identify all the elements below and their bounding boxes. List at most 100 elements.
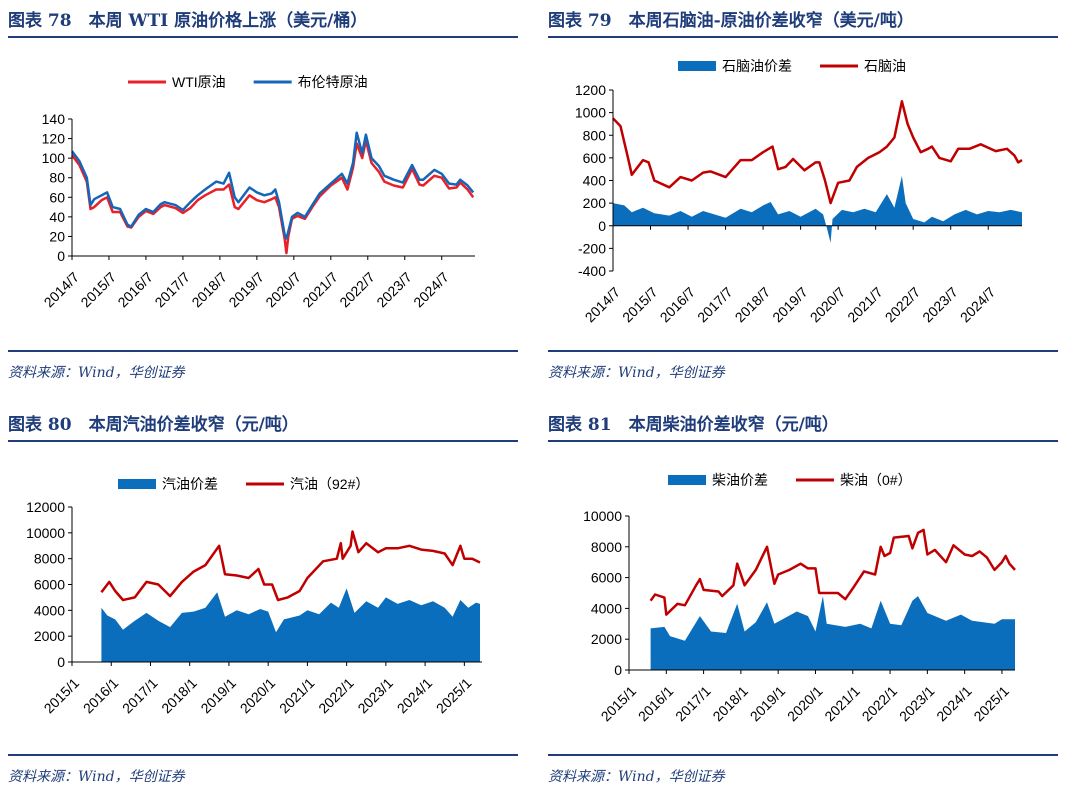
y-tick-label: 0 (57, 654, 65, 670)
title-rule (8, 440, 518, 442)
y-tick-label: 800 (583, 127, 607, 143)
legend-swatch-0 (668, 475, 706, 485)
y-tick-label: 4000 (591, 600, 622, 616)
y-tick-label: 1000 (575, 105, 606, 121)
x-tick-label: 2024/7 (410, 269, 452, 311)
series-line-0 (71, 139, 475, 255)
x-tick-label: 2015/1 (41, 675, 83, 717)
y-tick-label: 40 (49, 209, 65, 225)
x-tick-label: 2016/7 (114, 269, 156, 311)
y-tick-label: 200 (583, 195, 607, 211)
y-tick-label: 10000 (583, 508, 622, 524)
x-tick-label: 2023/7 (919, 284, 961, 326)
x-tick-label: 2021/7 (299, 269, 341, 311)
legend-label-1: 石脑油 (864, 58, 906, 74)
y-tick-label: -200 (578, 240, 606, 256)
panel-79: 图表 79 本周石脑油-原油价差收窄（美元/吨） 石脑油价差 石脑油 -400 -20… (548, 6, 1058, 386)
y-tick-label: 12000 (26, 499, 65, 515)
legend-label-0: 石脑油价差 (722, 58, 792, 74)
x-tick-label: 2017/1 (119, 675, 161, 717)
y-tick-label: 0 (598, 218, 606, 234)
y-tick-label: 0 (614, 662, 622, 678)
x-tick-label: 2015/7 (77, 269, 119, 311)
x-tick-label: 2016/7 (657, 284, 699, 326)
x-tick-label: 2018/1 (709, 683, 751, 725)
x-tick-label: 2017/7 (694, 284, 736, 326)
y-tick-label: 120 (42, 131, 66, 147)
y-tick-label: 80 (49, 170, 65, 186)
legend-label-0: WTI原油 (172, 74, 226, 90)
x-tick-label: 2024/1 (933, 683, 975, 725)
legend-label-1: 汽油（92#） (290, 476, 369, 492)
x-tick-label: 2019/7 (225, 269, 267, 311)
x-tick-label: 2016/1 (80, 675, 122, 717)
x-tick-label: 2021/1 (276, 675, 318, 717)
x-tick-label: 2017/1 (672, 683, 714, 725)
y-tick-label: 10000 (26, 525, 65, 541)
series-line-1 (612, 100, 1023, 205)
series-line-1 (649, 528, 1016, 616)
series-area-0 (101, 588, 481, 662)
source-note: 资料来源：Wind，华创证券 (548, 769, 725, 785)
x-tick-label: 2020/7 (262, 269, 304, 311)
x-tick-label: 2018/7 (732, 284, 774, 326)
x-tick-label: 2021/1 (821, 683, 863, 725)
x-tick-label: 2024/7 (957, 284, 999, 326)
x-tick-label: 2020/1 (237, 675, 279, 717)
y-tick-label: 400 (583, 173, 607, 189)
chart-wti-brent: WTI原油 布伦特原油 0 20 40 60 80 100 120 140 2014/72015/7… (41, 74, 475, 311)
x-tick-label: 2014/7 (41, 269, 83, 311)
y-tick-label: 100 (42, 150, 66, 166)
x-tick-label: 2017/7 (151, 269, 193, 311)
title-rule (8, 36, 518, 38)
x-tick-label: 2023/1 (354, 675, 396, 717)
x-tick-label: 2024/1 (394, 675, 436, 717)
y-tick-label: 20 (49, 228, 65, 244)
x-tick-label: 2020/7 (807, 284, 849, 326)
figure-title: 图表 81 本周柴油价差收窄（元/吨） (548, 415, 839, 435)
source-rule (8, 754, 518, 756)
y-tick-label: 60 (49, 189, 65, 205)
y-tick-label: -400 (578, 263, 606, 279)
legend-label-0: 汽油价差 (162, 476, 218, 492)
series-line-1 (71, 131, 475, 240)
y-tick-label: 6000 (591, 570, 622, 586)
y-tick-label: 8000 (34, 551, 65, 567)
figure-title: 图表 80 本周汽油价差收窄（元/吨） (8, 415, 299, 435)
legend-swatch-0 (118, 479, 156, 489)
x-tick-label: 2015/7 (619, 284, 661, 326)
source-note: 资料来源：Wind，华创证券 (548, 365, 725, 381)
x-tick-label: 2018/7 (188, 269, 230, 311)
title-rule (548, 36, 1058, 38)
x-tick-label: 2015/1 (598, 683, 640, 725)
figure-title: 图表 78 本周 WTI 原油价格上涨（美元/桶） (8, 11, 368, 31)
x-tick-label: 2018/1 (158, 675, 200, 717)
x-tick-label: 2022/1 (859, 683, 901, 725)
x-tick-label: 2014/7 (582, 284, 624, 326)
x-tick-label: 2022/7 (882, 284, 924, 326)
source-rule (548, 754, 1058, 756)
x-tick-label: 2021/7 (844, 284, 886, 326)
panel-78: 图表 78 本周 WTI 原油价格上涨（美元/桶） WTI原油 布伦特原油 0 20 4… (8, 6, 518, 386)
panel-81: 图表 81 本周柴油价差收窄（元/吨） 柴油价差 柴油（0#） 0 2000 4000 6… (548, 410, 1058, 790)
y-tick-label: 8000 (591, 539, 622, 555)
legend-label-1: 柴油（0#） (840, 472, 912, 488)
y-tick-label: 6000 (34, 577, 65, 593)
y-tick-label: 2000 (591, 631, 622, 647)
series-area-0 (613, 176, 1022, 243)
x-tick-label: 2023/1 (896, 683, 938, 725)
x-tick-label: 2019/1 (747, 683, 789, 725)
y-tick-label: 4000 (34, 602, 65, 618)
chart-gasoline: 汽油价差 汽油（92#） 0 2000 4000 6000 8000 10000 12000 20… (26, 476, 482, 717)
source-rule (548, 350, 1058, 352)
figure-title: 图表 79 本周石脑油-原油价差收窄（美元/吨） (548, 11, 914, 31)
y-tick-label: 1200 (575, 82, 606, 98)
y-tick-label: 2000 (34, 628, 65, 644)
x-tick-label: 2023/7 (373, 269, 415, 311)
legend-label-0: 柴油价差 (712, 472, 768, 488)
panel-80: 图表 80 本周汽油价差收窄（元/吨） 汽油价差 汽油（92#） 0 2000 4000… (8, 410, 518, 790)
x-tick-label: 2019/1 (197, 675, 239, 717)
source-note: 资料来源：Wind，华创证券 (8, 769, 185, 785)
legend-label-1: 布伦特原油 (298, 74, 368, 90)
